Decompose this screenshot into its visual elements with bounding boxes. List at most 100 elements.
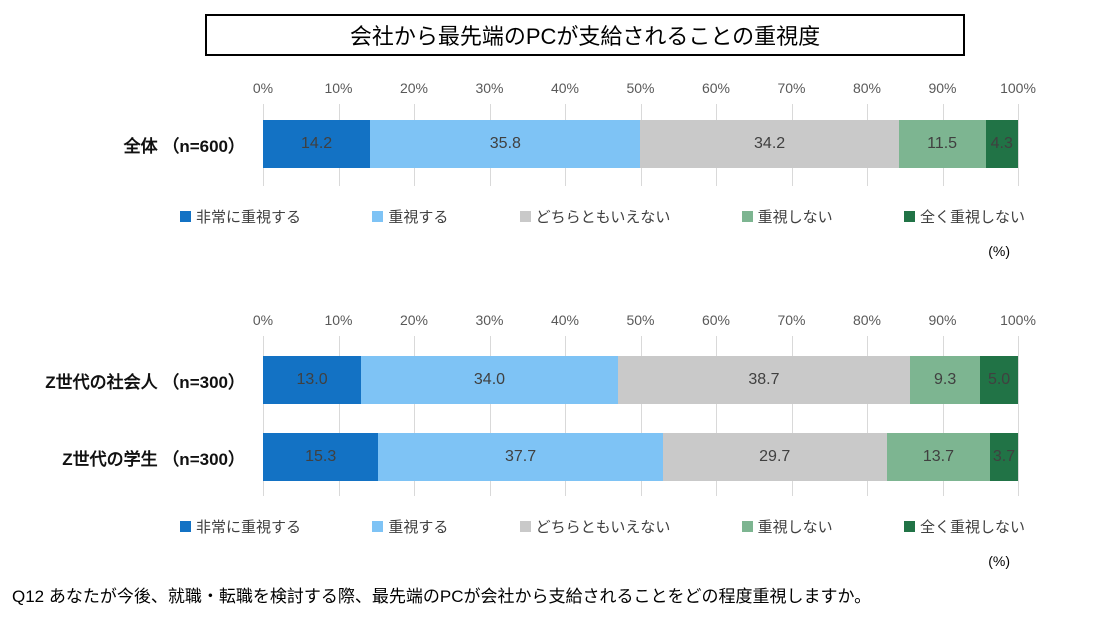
legend-item: 全く重視しない [903,206,1025,227]
bar-segment: 35.8 [370,120,641,168]
gridline [338,336,340,496]
legend-swatch [372,211,384,222]
legend-label: 重視する [388,519,449,536]
bar-track: 14.2 35.8 34.2 11.5 4.3 [263,120,1018,168]
gridline [1018,336,1019,496]
legend-swatch [903,211,915,222]
axis-tick: 30% [475,80,504,96]
axis-tick: 0% [252,312,274,328]
bar-segment: 37.7 [378,433,663,481]
axis-tick: 100% [1000,80,1036,96]
axis-tick: 10% [324,80,353,96]
legend: 非常に重視する 重視する どちらともいえない 重視しない 全く重視しない [180,516,1025,537]
bar-row: Z世代の学生 （n=300） 15.3 37.7 29.7 13.7 3.7 [10,433,1018,481]
legend: 非常に重視する 重視する どちらともいえない 重視しない 全く重視しない [180,206,1025,227]
legend-item: 重視する [372,516,448,537]
plot-area: 全体 （n=600） 14.2 35.8 34.2 11.5 4.3 [10,104,1019,186]
gridline [867,336,868,496]
gridline [1018,104,1019,186]
legend-label: 非常に重視する [196,519,302,536]
bar-segment: 9.3 [910,356,981,404]
legend-item: 重視する [372,206,448,227]
gridline [565,336,566,496]
legend-label: どちらともいえない [535,209,671,226]
axis-tick: 10% [324,312,353,328]
bar-track: 13.0 34.0 38.7 9.3 5.0 [263,356,1018,404]
axis-tick: 20% [399,312,429,328]
axis-tick: 20% [399,80,429,96]
percent-note: (%) [988,553,1010,569]
axis-tick: 80% [852,312,882,328]
legend-swatch [372,521,384,532]
percent-note: (%) [988,243,1010,259]
axis-tick: 80% [852,80,882,96]
gridline [263,336,264,496]
axis-tick: 70% [777,80,806,96]
x-axis: 0% 10% 20% 30% 40% 50% 60% 70% 80% 90% 100% [253,78,1036,104]
axis-tick: 40% [550,312,580,328]
legend-label: 非常に重視する [196,209,302,226]
legend-label: 全く重視しない [919,209,1025,226]
bar-track: 15.3 37.7 29.7 13.7 3.7 [263,433,1018,481]
bar-segment: 34.0 [361,356,618,404]
gridline [791,336,793,496]
question-text: Q12 あなたが今後、就職・転職を検討する際、最先端のPCが会社から支給されるこ… [12,587,872,606]
axis-tick: 50% [626,80,655,96]
legend-swatch [741,521,753,532]
gridline [942,336,944,496]
bar-segment: 14.2 [263,120,371,168]
gridline [716,336,717,496]
legend-swatch [180,211,191,222]
bar-row: Z世代の社会人 （n=300） 13.0 34.0 38.7 9.3 5.0 [10,356,1018,404]
legend-label: 重視しない [757,519,833,536]
bar-segment: 38.7 [617,356,910,404]
category-label: Z世代の学生 （n=300） [62,449,245,469]
bar-row: 全体 （n=600） 14.2 35.8 34.2 11.5 4.3 [10,120,1018,168]
chart-gen-z: 0% 10% 20% 30% 40% 50% 60% 70% 80% 90% 100% Z世代の社会… [10,310,1036,569]
legend-item: どちらともいえない [519,516,670,537]
bar-segment: 11.5 [898,120,986,168]
legend-swatch [903,521,915,532]
bar-segment: 29.7 [662,433,887,481]
category-label: 全体 （n=600） [123,136,245,156]
bar-segment: 13.7 [886,433,991,481]
bar-segment: 4.3 [985,120,1018,168]
legend-swatch [180,521,191,532]
legend-swatch [519,211,531,222]
legend-swatch [519,521,531,532]
bar-segment: 3.7 [990,433,1018,481]
axis-tick: 60% [701,312,731,328]
axis-tick: 60% [701,80,731,96]
legend-item: どちらともいえない [519,206,671,227]
bar-rows: Z世代の社会人 （n=300） 13.0 34.0 38.7 9.3 5.0 Z世代の学生 … [10,336,1018,496]
gridline [640,336,642,496]
axis-tick: 0% [252,80,274,96]
axis-tick: 40% [550,80,580,96]
gridline [414,336,415,496]
legend-swatch [741,211,753,222]
chart-overall: 0% 10% 20% 30% 40% 50% 60% 70% 80% 90% 100% 全体 （n=… [10,78,1036,259]
bar-segment: 5.0 [980,356,1018,404]
legend-item: 非常に重視する [180,516,301,537]
axis-tick: 50% [626,312,655,328]
legend-item: 重視しない [741,516,833,537]
chart-title: 会社から最先端のPCが支給されることの重視度 [205,14,965,56]
gridline [489,336,491,496]
axis-tick: 30% [475,312,504,328]
legend-item: 重視しない [741,206,833,227]
axis-tick: 70% [777,312,806,328]
axis-tick: 100% [1000,312,1036,328]
category-label: Z世代の社会人 （n=300） [45,372,245,392]
legend-item: 全く重視しない [903,516,1025,537]
legend-item: 非常に重視する [180,206,301,227]
legend-label: 重視しない [757,209,833,226]
x-axis: 0% 10% 20% 30% 40% 50% 60% 70% 80% 90% 100% [253,310,1036,336]
gridline-layer [263,336,1019,496]
bar-segment: 15.3 [263,433,379,481]
plot-area: Z世代の社会人 （n=300） 13.0 34.0 38.7 9.3 5.0 Z世代の学生 … [10,336,1019,496]
legend-label: 全く重視しない [919,519,1025,536]
bar-segment: 34.2 [640,120,899,168]
bar-segment: 13.0 [263,356,362,404]
axis-tick: 90% [928,80,957,96]
